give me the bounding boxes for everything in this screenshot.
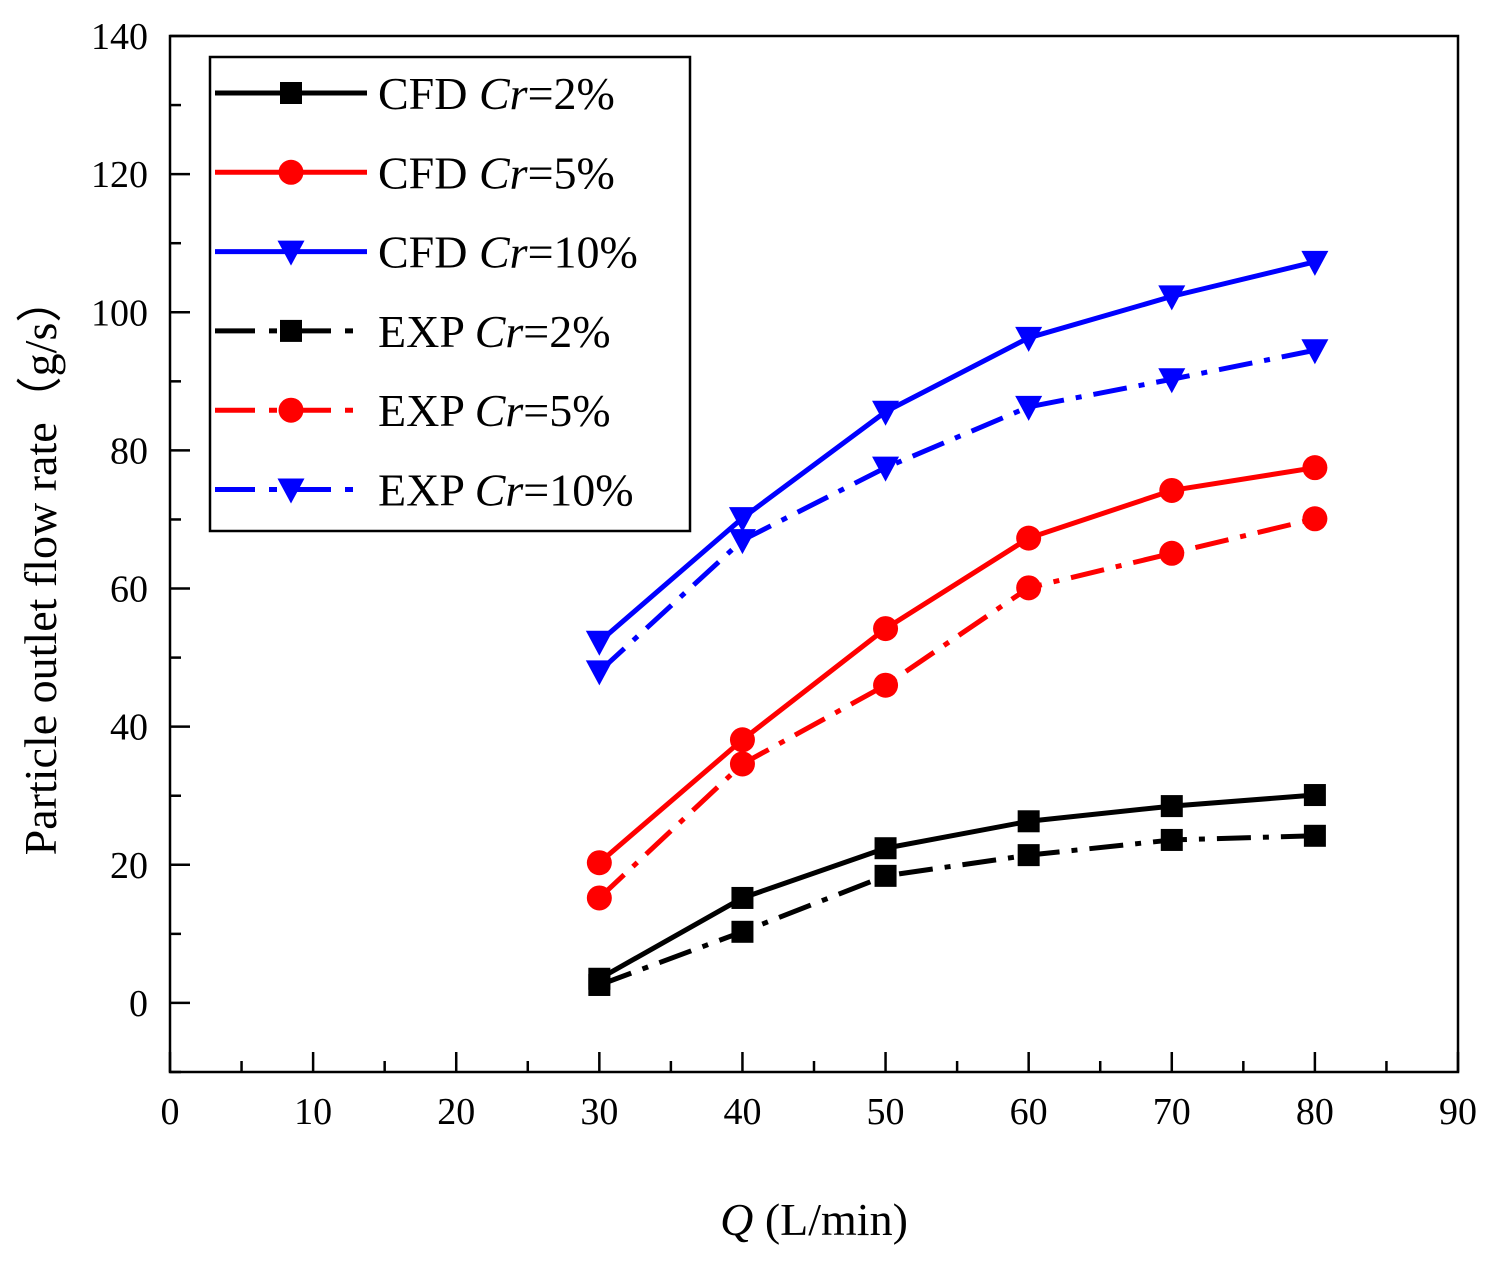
data-point: [1303, 784, 1326, 807]
data-point: [1158, 285, 1186, 311]
x-tick-label: 10: [294, 1091, 332, 1133]
y-tick-label: 140: [91, 16, 148, 58]
legend-item: CFD Cr=10%: [215, 227, 638, 278]
x-tick-label: 0: [161, 1091, 180, 1133]
y-tick-label: 60: [110, 569, 148, 611]
y-tick-label: 40: [110, 707, 148, 749]
legend-marker: [280, 319, 302, 342]
series-exp-cr-10-: [585, 339, 1329, 686]
legend-label: EXP Cr=2%: [378, 306, 611, 357]
legend-label: EXP Cr=5%: [378, 385, 611, 436]
data-point: [729, 751, 755, 777]
series-layer: [585, 250, 1329, 996]
data-point: [586, 850, 612, 876]
series-cfd-cr-2-: [588, 784, 1326, 990]
data-point: [588, 973, 611, 996]
legend: CFD Cr=2% CFD Cr=5% CFD Cr=10% EXP Cr=2% EXP…: [208, 55, 692, 533]
legend-item: EXP Cr=10%: [215, 465, 634, 516]
series-exp-cr-5-: [586, 506, 1328, 911]
legend-marker: [278, 397, 304, 423]
data-point: [728, 529, 756, 555]
legend-label: CFD Cr=5%: [378, 147, 615, 198]
series-line: [597, 259, 1316, 644]
data-point: [1015, 326, 1043, 352]
data-point: [1302, 455, 1328, 481]
data-point: [872, 456, 900, 482]
x-tick-label: 60: [1010, 1091, 1048, 1133]
x-tick-label: 30: [580, 1091, 618, 1133]
data-point: [1158, 368, 1186, 394]
x-axis-title: Q (L/min): [720, 1194, 908, 1245]
data-point: [1159, 540, 1185, 566]
data-point: [1301, 250, 1329, 276]
y-tick-label: 80: [110, 430, 148, 472]
data-point: [874, 837, 897, 860]
data-point: [1016, 525, 1042, 551]
series-exp-cr-2-: [588, 824, 1326, 996]
y-tick-label: 0: [129, 983, 148, 1025]
y-axis-title: Particle outlet flow rate（g/s）: [15, 277, 66, 856]
data-point: [585, 630, 613, 656]
x-tick-label: 40: [723, 1091, 761, 1133]
data-point: [1303, 824, 1326, 847]
data-point: [585, 660, 613, 686]
data-point: [1302, 506, 1328, 532]
data-point: [729, 727, 755, 753]
data-point: [874, 864, 897, 887]
axis-titles: Q (L/min) Particle outlet flow rate（g/s）: [15, 277, 908, 1245]
series-cfd-cr-10-: [585, 250, 1329, 656]
y-tick-label: 20: [110, 845, 148, 887]
legend-item: CFD Cr=2%: [215, 68, 615, 119]
legend-marker: [278, 159, 304, 185]
y-tick-label: 100: [91, 292, 148, 334]
legend-label: EXP Cr=10%: [378, 465, 634, 516]
x-tick-label: 70: [1153, 1091, 1191, 1133]
series-line: [598, 833, 1315, 988]
x-tick-label: 80: [1296, 1091, 1334, 1133]
y-tick-label: 120: [91, 154, 148, 196]
data-point: [1017, 810, 1040, 833]
data-point: [1015, 395, 1043, 421]
legend-marker: [280, 82, 302, 104]
x-tick-label: 50: [867, 1091, 905, 1133]
legend-item: EXP Cr=5%: [215, 385, 611, 436]
data-point: [1016, 575, 1042, 601]
legend-marker: [277, 240, 305, 266]
axes-layer: 0 10 20 30 40 50 60 70 80 90 0 20 40 60 80 100 120 140: [91, 16, 1477, 1133]
x-tick-label: 90: [1439, 1091, 1477, 1133]
series-line: [597, 347, 1316, 674]
legend-item: CFD Cr=5%: [215, 147, 615, 198]
data-point: [1017, 844, 1040, 867]
series-line: [597, 516, 1316, 900]
legend-marker: [277, 478, 305, 504]
data-point: [1160, 828, 1183, 851]
data-point: [873, 616, 899, 642]
data-point: [586, 885, 612, 911]
data-point: [1301, 339, 1329, 365]
x-tick-label: 20: [437, 1091, 475, 1133]
legend-label: CFD Cr=2%: [378, 68, 615, 119]
data-point: [1159, 477, 1185, 503]
series-cfd-cr-5-: [586, 455, 1328, 876]
legend-box: [208, 55, 692, 533]
series-line: [597, 465, 1316, 865]
data-point: [731, 886, 754, 909]
legend-label: CFD Cr=10%: [378, 227, 638, 278]
data-point: [728, 507, 756, 533]
data-point: [872, 400, 900, 426]
data-point: [731, 920, 754, 943]
data-point: [873, 672, 899, 698]
data-point: [1160, 795, 1183, 818]
legend-item: EXP Cr=2%: [215, 306, 611, 357]
series-line: [598, 792, 1316, 981]
